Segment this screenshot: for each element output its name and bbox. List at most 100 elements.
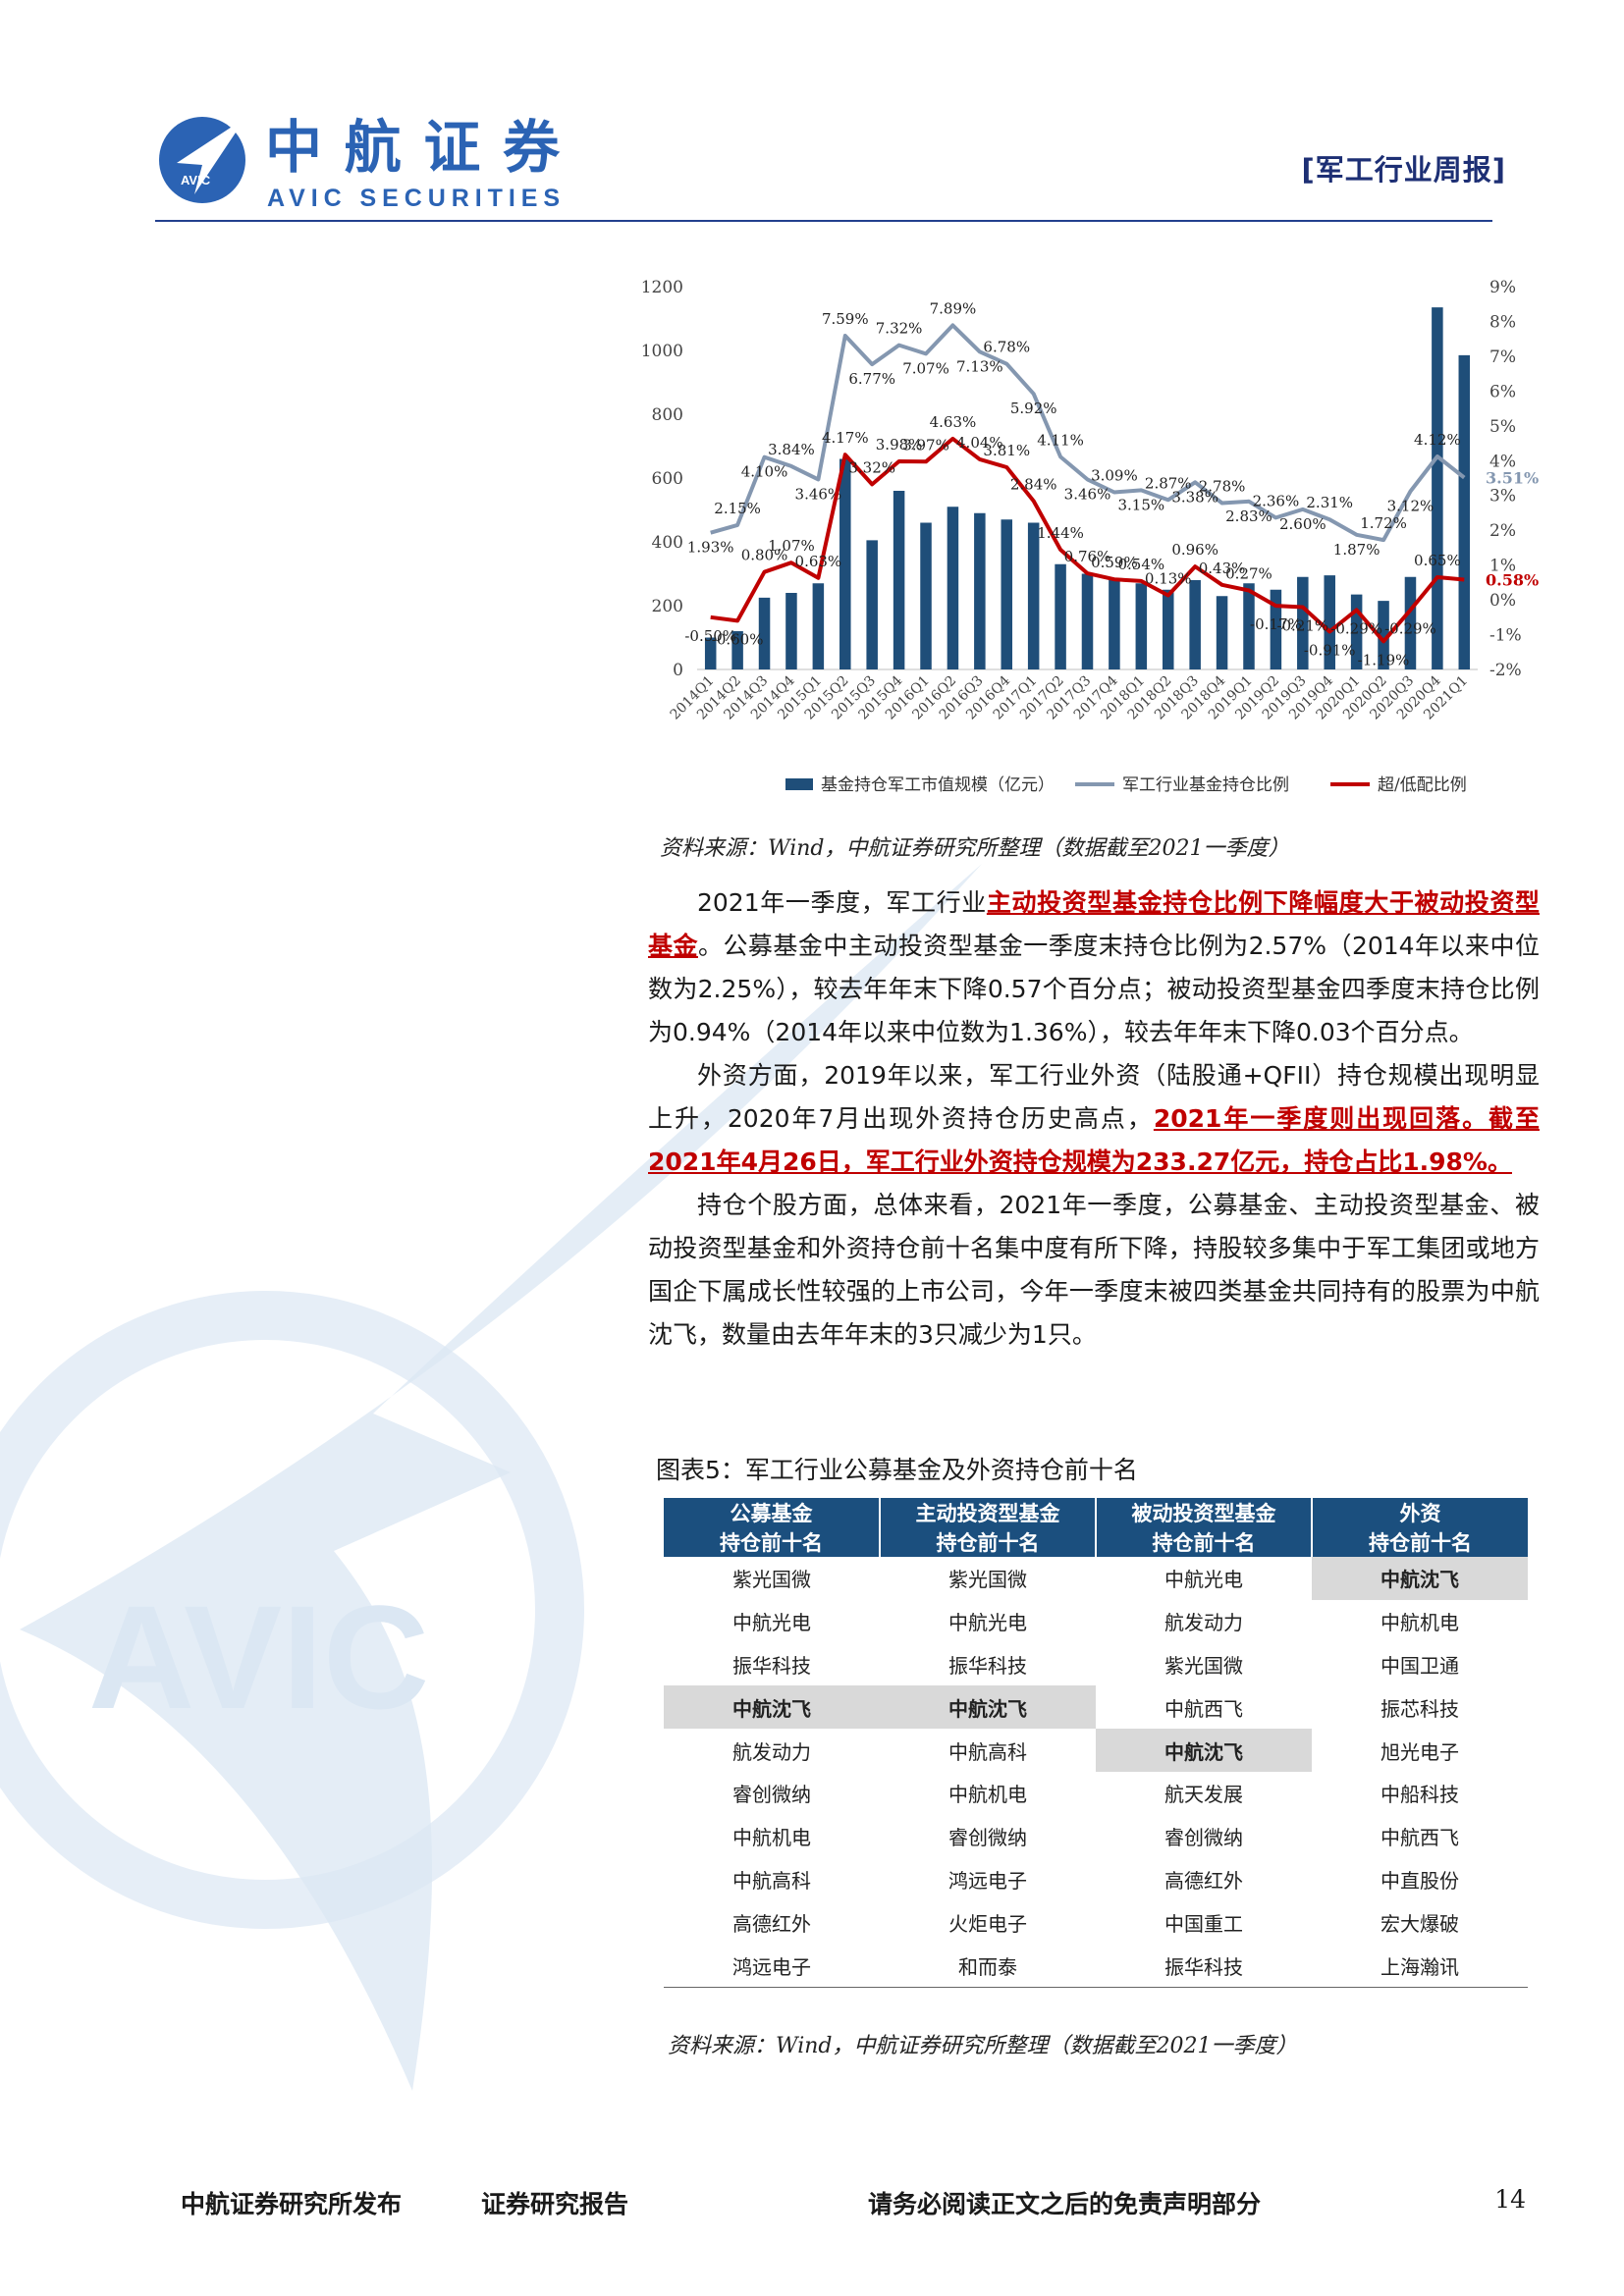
table-cell: 振华科技 (1096, 1944, 1312, 1988)
table-source: 资料来源：Wind，中航证券研究所整理（数据截至2021一季度） (668, 2034, 1298, 2058)
data-label: 6.77% (848, 370, 895, 388)
y-right-tick-label: -1% (1489, 626, 1522, 646)
data-label: 2.78% (1199, 478, 1246, 496)
data-label: 3.15% (1117, 496, 1164, 513)
data-label: -0.91% (1304, 641, 1356, 659)
table-cell: 紫光国微 (732, 1568, 811, 1592)
table-cell: 上海瀚讯 (1312, 1944, 1528, 1988)
data-label-last: 0.58% (1486, 571, 1539, 590)
data-label: 0.54% (1117, 556, 1164, 573)
bar (974, 512, 986, 669)
bar (1404, 576, 1417, 669)
data-label: -0.60% (712, 630, 764, 648)
bar (893, 491, 905, 669)
table-row: 鸿远电子 和而泰 振华科技 上海瀚讯 (664, 1944, 1528, 1988)
y-right-tick-label: 7% (1489, 347, 1516, 367)
data-label: 0.76% (1064, 548, 1111, 565)
legend-label-ratio: 军工行业基金持仓比例 (1122, 775, 1289, 795)
legend-label-overweight: 超/低配比例 (1378, 775, 1467, 795)
table-row: 中航高科 鸿远电子 高德红外 中直股份 (664, 1858, 1528, 1901)
table-row: 高德红外 火炬电子 中国重工 宏大爆破 (664, 1900, 1528, 1944)
table-cell: 中船科技 (1380, 1783, 1459, 1807)
data-label: 4.11% (1037, 431, 1084, 449)
bar (785, 593, 797, 669)
holding-ratio-line (710, 323, 1466, 543)
y-left-tick-label: 600 (652, 469, 683, 489)
data-label: 7.07% (902, 359, 949, 377)
table-cell: 振华科技 (948, 1653, 1027, 1678)
logo-chinese: 中航证券 (265, 114, 561, 181)
table-caption: 图表5：军工行业公募基金及外资持仓前十名 (656, 1456, 1138, 1484)
data-label: 1.93% (687, 539, 734, 557)
footer-publisher: 中航证券研究所发布 (181, 2190, 403, 2218)
header-public-fund: 公募基金 持仓前十名 (664, 1498, 880, 1557)
paragraph-3: 持仓个股方面，总体来看，2021年一季度，公募基金、主动投资型基金、被动投资型基… (648, 1191, 1540, 1349)
data-label: 2.60% (1279, 515, 1326, 533)
data-label: 4.10% (741, 463, 788, 481)
bar (1162, 589, 1174, 669)
data-label: 2.84% (1010, 475, 1057, 493)
bar (1109, 580, 1120, 669)
logo-english: AVIC SECURITIES (267, 185, 560, 212)
bar (866, 540, 878, 669)
bar (1458, 354, 1471, 669)
avic-securities-logo: AVIC 中航证券 AVIC SECURITIES (159, 114, 561, 212)
bar (1135, 583, 1148, 669)
header-active-fund: 主动投资型基金 持仓前十名 (879, 1498, 1096, 1557)
table-cell: 中航高科 (732, 1868, 811, 1893)
table-cell: 高德红外 (1164, 1868, 1243, 1893)
table-cell: 中航光电 (948, 1611, 1027, 1635)
data-label: 3.97% (902, 436, 949, 454)
data-label: -0.21% (1276, 617, 1328, 635)
bar (1432, 307, 1443, 669)
data-label: 0.13% (1145, 569, 1192, 587)
table-row: 中航光电 中航光电 航发动力 中航机电 (664, 1600, 1528, 1643)
data-label: 7.59% (822, 310, 869, 328)
bar (1297, 576, 1309, 669)
data-label: 5.92% (1010, 400, 1057, 417)
data-label: 0.65% (1414, 552, 1461, 569)
data-label: 0.27% (1225, 565, 1272, 583)
footer-disclaimer: 请务必阅读正文之后的免责声明部分 (868, 2190, 1262, 2218)
table-cell: 中航沈飞 (1096, 1729, 1312, 1772)
logo-badge: AVIC (181, 173, 211, 187)
y-right-tick-label: 4% (1489, 452, 1516, 471)
table-cell: 中航高科 (948, 1739, 1027, 1764)
y-right-tick-label: -2% (1489, 661, 1522, 680)
data-label: 4.17% (822, 429, 869, 447)
top10-table: 公募基金 持仓前十名 主动投资型基金 持仓前十名 被动投资型基金 持仓前十名 外资 持仓… (664, 1498, 1528, 1988)
highlight-2: 2021年一季度则出现回落。截至2021年4月26日，军工行业外资持仓规模为23… (648, 1104, 1540, 1176)
data-label: 3.12% (1387, 497, 1435, 514)
data-label: 4.12% (1414, 431, 1461, 449)
watermark-text: AVIC (88, 1575, 429, 1739)
fund-holding-chart: 0 200 400 600 800 1000 1200 -2% -1% 0% 1% 2% 3% 4% 5% 6… (641, 278, 1539, 795)
table-row: 航发动力 中航高科 中航沈飞 旭光电子 (664, 1729, 1528, 1772)
table-cell: 紫光国微 (1164, 1653, 1243, 1678)
data-label: 4.63% (930, 413, 977, 431)
data-label: 1.87% (1333, 541, 1380, 559)
table-cell: 旭光电子 (1380, 1739, 1459, 1764)
y-right-tick-label: 5% (1489, 417, 1516, 437)
y-left-tick-label: 800 (652, 405, 683, 425)
bar (1189, 580, 1201, 669)
bar (1350, 594, 1363, 669)
data-label: 3.46% (1064, 485, 1111, 503)
table-cell: 中国卫通 (1380, 1653, 1459, 1678)
bar (1055, 563, 1066, 669)
watermark-ring (0, 1291, 584, 1929)
data-label: -0.29% (1384, 619, 1436, 637)
bar (947, 507, 959, 669)
header-rule (155, 220, 1492, 222)
data-label: 2.15% (714, 500, 761, 517)
data-label: 0.80% (741, 547, 788, 564)
bar (1216, 596, 1228, 669)
data-label: 2.87% (1145, 474, 1192, 492)
table-cell: 航天发展 (1164, 1783, 1243, 1807)
data-label: 7.32% (876, 320, 923, 338)
avic-watermark: AVIC (0, 864, 982, 2091)
y-right-tick-label: 1% (1489, 557, 1516, 576)
highlight-1: 主动投资型基金持仓比例下降幅度大于被动投资型基金 (648, 888, 1540, 960)
table-cell: 航发动力 (1164, 1611, 1243, 1635)
y-right-tick-label: 6% (1489, 382, 1516, 401)
data-label: -0.50% (684, 627, 736, 645)
